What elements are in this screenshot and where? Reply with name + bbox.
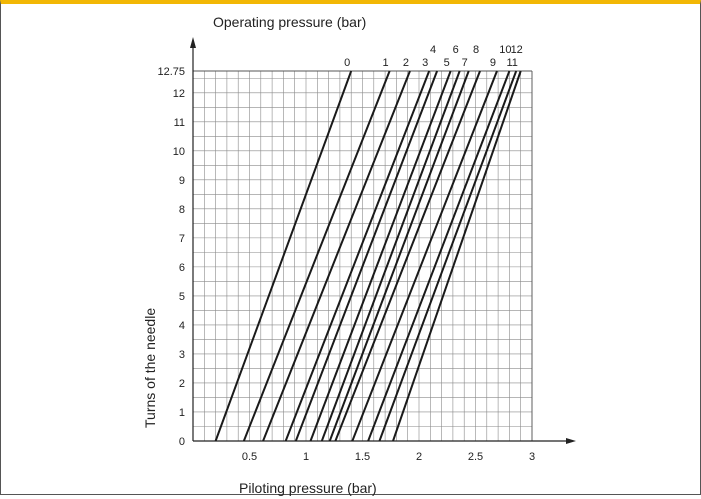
series-label-6: 6 xyxy=(453,44,459,56)
series-label-3: 3 xyxy=(422,57,428,69)
series-label-9: 9 xyxy=(490,57,496,69)
y-axis-arrow xyxy=(190,37,196,48)
series-label-10: 10 xyxy=(499,44,511,56)
y-tick-label: 4 xyxy=(179,320,185,332)
series-label-5: 5 xyxy=(444,57,450,69)
y-tick-label: 10 xyxy=(173,146,185,158)
y-tick-label: 12.75 xyxy=(157,66,185,78)
y-tick-label: 6 xyxy=(179,262,185,274)
grid xyxy=(192,70,533,442)
series-line-4 xyxy=(294,70,439,442)
series-label-4: 4 xyxy=(430,44,436,56)
y-tick-label: 1 xyxy=(179,407,185,419)
y-axis-title: Turns of the needle xyxy=(142,308,158,428)
y-tick-label: 11 xyxy=(174,117,185,129)
series-label-1: 1 xyxy=(383,57,389,69)
series-label-0: 0 xyxy=(344,57,350,69)
series-line-3 xyxy=(284,70,431,442)
series-label-12: 12 xyxy=(511,44,523,56)
series-line-9 xyxy=(351,70,498,442)
x-tick-label: 1.5 xyxy=(355,451,370,463)
series-line-5 xyxy=(309,70,452,442)
x-tick-label: 0.5 xyxy=(242,451,257,463)
y-tick-label: 8 xyxy=(179,204,185,216)
series-label-8: 8 xyxy=(473,44,479,56)
series-label-2: 2 xyxy=(403,57,409,69)
series-line-12 xyxy=(392,70,522,442)
series-line-6 xyxy=(320,70,461,442)
series-label-7: 7 xyxy=(462,57,468,69)
y-tick-label: 9 xyxy=(179,175,185,187)
y-tick-label: 12 xyxy=(173,88,185,100)
x-tick-label: 3 xyxy=(529,451,535,463)
x-axis-title: Piloting pressure (bar) xyxy=(239,480,377,496)
series-line-10 xyxy=(367,70,511,442)
x-tick-label: 2 xyxy=(416,451,422,463)
y-tick-label: 2 xyxy=(179,378,185,390)
y-tick-label: 7 xyxy=(179,233,185,245)
series-line-1 xyxy=(242,70,391,442)
x-tick-label: 2.5 xyxy=(468,451,483,463)
x-axis-arrow xyxy=(566,438,576,444)
x-tick-label: 1 xyxy=(303,451,309,463)
y-tick-label: 0 xyxy=(179,436,185,448)
series-line-8 xyxy=(334,70,481,442)
series-line-7 xyxy=(328,70,470,442)
series-line-2 xyxy=(262,70,411,442)
series-lines xyxy=(214,70,522,442)
y-tick-label: 3 xyxy=(179,349,185,361)
top-axis-title: Operating pressure (bar) xyxy=(213,14,366,30)
series-line-11 xyxy=(378,70,518,442)
series-line-0 xyxy=(214,70,353,442)
series-label-11: 11 xyxy=(506,57,517,69)
y-tick-label: 5 xyxy=(179,291,185,303)
